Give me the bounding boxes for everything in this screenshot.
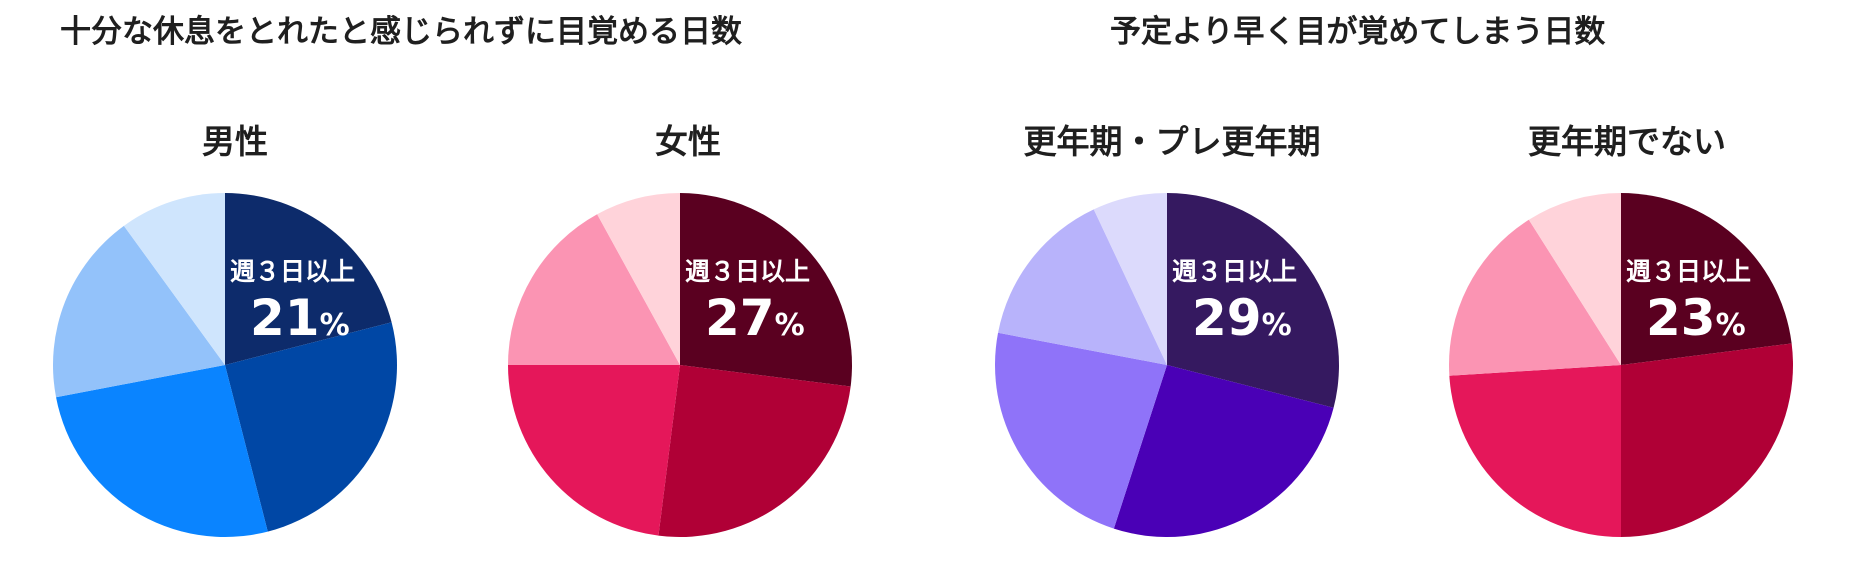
pie-slice-4 bbox=[1449, 219, 1621, 376]
pie-slice-1 bbox=[680, 193, 852, 387]
highlight-value: 27% bbox=[705, 289, 805, 347]
highlight-value: 23% bbox=[1646, 289, 1746, 347]
chart-title-non-menopause: 更年期でない bbox=[1528, 122, 1726, 161]
pie-slice-5 bbox=[597, 193, 680, 365]
highlight-label: 週３日以上 bbox=[1626, 257, 1751, 286]
pie-chart-male: 週３日以上 21% bbox=[53, 193, 397, 537]
pie-slice-2 bbox=[1113, 365, 1334, 537]
chart-title-male: 男性 bbox=[202, 122, 268, 161]
chart-title-female: 女性 bbox=[655, 122, 721, 161]
pie-slice-1 bbox=[1621, 193, 1792, 365]
pie-slice-3 bbox=[508, 365, 680, 536]
pie-slice-1 bbox=[225, 193, 392, 365]
pie-slice-4 bbox=[53, 225, 225, 398]
pie-slice-2 bbox=[658, 365, 851, 537]
pie-chart-menopause: 週３日以上 29% bbox=[995, 193, 1339, 537]
pie-slice-1 bbox=[1167, 193, 1339, 408]
pie-chart-non-menopause: 週３日以上 23% bbox=[1449, 193, 1793, 537]
highlight-label: 週３日以上 bbox=[685, 257, 810, 286]
pie-slice-4 bbox=[508, 214, 680, 365]
highlight-label: 週３日以上 bbox=[230, 257, 355, 286]
highlight-value: 21% bbox=[250, 289, 350, 347]
highlight-label: 週３日以上 bbox=[1172, 257, 1297, 286]
group-title-left: 十分な休息をとれたと感じられずに目覚める日数 bbox=[60, 14, 742, 50]
pie-chart-female: 週３日以上 27% bbox=[508, 193, 852, 537]
pie-slice-5 bbox=[1528, 193, 1621, 365]
pie-slice-3 bbox=[56, 365, 268, 537]
pie-slice-5 bbox=[123, 193, 225, 365]
pie-slice-2 bbox=[1621, 343, 1793, 537]
group-title-right: 予定より早く目が覚めてしまう日数 bbox=[1110, 14, 1606, 50]
pie-slice-4 bbox=[998, 209, 1167, 365]
highlight-value: 29% bbox=[1192, 289, 1292, 347]
pie-slice-2 bbox=[225, 322, 397, 532]
pie-slice-3 bbox=[1449, 365, 1621, 537]
pie-slice-5 bbox=[1093, 193, 1167, 365]
pie-slice-3 bbox=[995, 332, 1167, 529]
chart-title-menopause: 更年期・プレ更年期 bbox=[1023, 122, 1321, 161]
